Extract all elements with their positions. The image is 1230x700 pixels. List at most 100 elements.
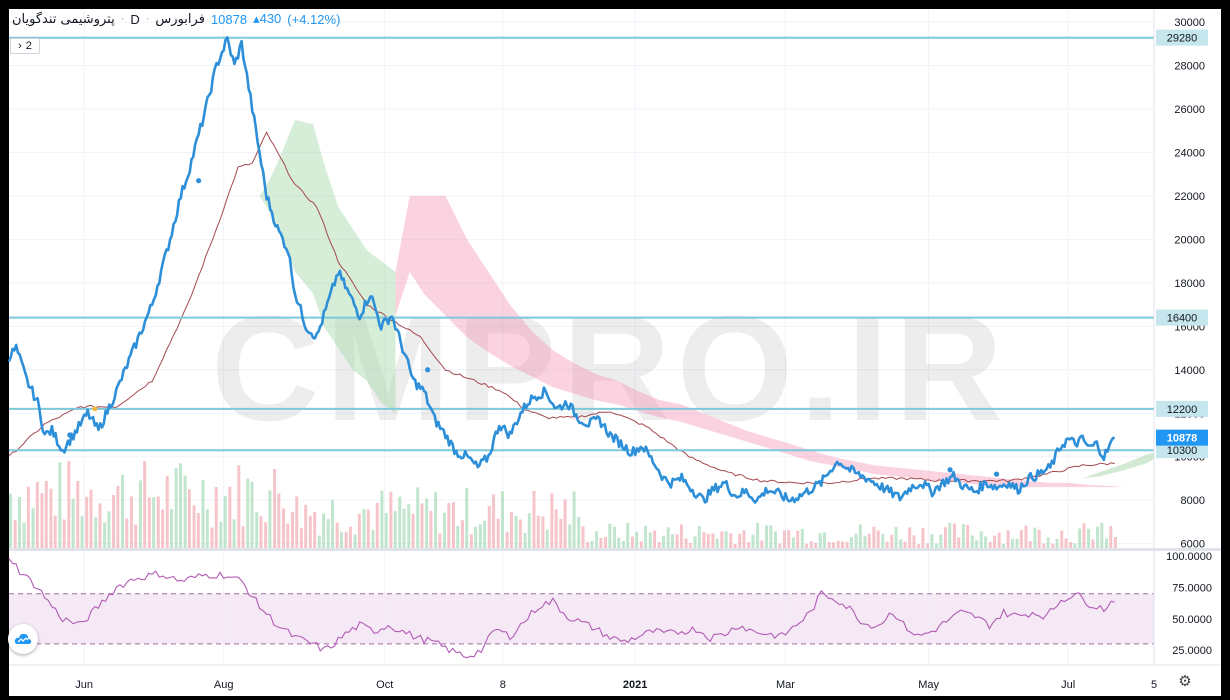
- volume-bar: [322, 513, 326, 548]
- volume-bar: [966, 524, 970, 548]
- volume-bar: [952, 523, 956, 548]
- volume-bar: [362, 509, 366, 548]
- volume-bar: [979, 531, 983, 548]
- volume-bar: [371, 529, 375, 548]
- volume-bar: [107, 511, 111, 548]
- volume-bar: [393, 511, 397, 548]
- volume-bar: [143, 461, 147, 548]
- volume-bar: [469, 534, 473, 548]
- volume-bar: [1091, 539, 1095, 548]
- indicator-count: 2: [25, 40, 32, 52]
- volume-bar: [809, 541, 813, 548]
- volume-bar: [402, 508, 406, 548]
- volume-bar: [684, 538, 688, 548]
- volume-bar: [71, 498, 75, 548]
- volume-bar: [447, 503, 451, 548]
- volume-bar: [1087, 528, 1091, 548]
- volume-bar: [161, 509, 165, 548]
- volume-bar: [380, 490, 384, 548]
- volume-bar: [434, 491, 438, 548]
- volume-bar: [720, 531, 724, 548]
- last-price-box: [1156, 429, 1208, 446]
- price-axis: 6000800010000120001400016000180002000022…: [1156, 17, 1208, 551]
- volume-bar: [1024, 525, 1028, 548]
- rsi-tick-label: 75.0000: [1172, 582, 1212, 594]
- volume-bar: [599, 537, 603, 548]
- signal-dot: [67, 432, 73, 438]
- price-tick-label: 8000: [1181, 495, 1205, 507]
- volume-bar: [550, 493, 554, 548]
- level-label-box: [1156, 29, 1208, 46]
- volume-bar: [112, 495, 116, 548]
- volume-bar: [282, 508, 286, 548]
- volume-bar: [867, 533, 871, 548]
- volume-bar: [836, 540, 840, 548]
- gear-icon[interactable]: ⚙: [1178, 673, 1192, 690]
- volume-bar: [527, 513, 531, 548]
- time-tick-label: Jun: [75, 679, 93, 691]
- volume-bar: [116, 485, 120, 548]
- price-change-pct: (+4.12%): [287, 11, 341, 27]
- volume-bar: [693, 536, 697, 548]
- indicators-toggle-button[interactable]: › 2: [10, 38, 40, 54]
- volume-bar: [152, 497, 156, 548]
- volume-bar: [559, 518, 563, 548]
- volume-bar: [1078, 528, 1082, 548]
- volume-bar: [840, 541, 844, 548]
- volume-bar: [648, 532, 652, 548]
- volume-bar: [290, 511, 294, 548]
- volume-bar: [1113, 537, 1117, 548]
- volume-bar: [970, 535, 974, 548]
- volume-bar: [756, 522, 760, 548]
- drawings-cloud-button[interactable]: [8, 624, 38, 654]
- watermark: CMPRO.IR: [211, 284, 1009, 452]
- volume-bar: [854, 533, 858, 548]
- volume-bar: [715, 538, 719, 548]
- volume-bar: [505, 531, 509, 548]
- volume-bar: [273, 468, 277, 548]
- volume-bar: [170, 509, 174, 548]
- volume-bar: [863, 536, 867, 548]
- volume-bar: [49, 488, 53, 548]
- volume-bar: [572, 491, 576, 548]
- volume-bar: [657, 542, 661, 548]
- level-label-box: [1156, 309, 1208, 326]
- chevron-right-icon: ›: [18, 40, 22, 52]
- volume-bar: [697, 526, 701, 548]
- rsi-tick-label: 100.0000: [1166, 551, 1212, 563]
- volume-bar: [1096, 526, 1100, 548]
- volume-bar: [299, 527, 303, 548]
- volume-bar: [679, 524, 683, 548]
- time-tick-label: 8: [500, 679, 506, 691]
- volume-bar: [827, 542, 831, 548]
- volume-bar: [241, 526, 245, 548]
- volume-bar: [165, 475, 169, 548]
- volume-bar: [818, 533, 822, 548]
- volume-bar: [98, 503, 102, 548]
- interval-label[interactable]: D: [130, 11, 140, 27]
- volume-bar: [894, 526, 898, 548]
- volume-bar: [675, 534, 679, 548]
- volume-bar: [518, 519, 522, 548]
- volume-bar: [831, 542, 835, 548]
- volume-bar: [702, 532, 706, 548]
- volume-bar: [478, 524, 482, 548]
- volume-bar: [1051, 543, 1055, 548]
- volume-bar: [670, 534, 674, 548]
- rsi-axis: 100.0000 75.0000 50.0000 25.0000: [1166, 551, 1212, 657]
- volume-bar: [308, 515, 312, 548]
- level-label-box: [1156, 400, 1208, 417]
- volume-bar: [31, 508, 35, 548]
- rsi-tick-label: 25.0000: [1172, 645, 1212, 657]
- time-tick-label: Oct: [376, 679, 393, 691]
- volume-bar: [1104, 538, 1108, 548]
- volume-bar: [903, 541, 907, 548]
- volume-bar: [935, 543, 939, 548]
- volume-bar: [219, 521, 223, 548]
- volume-bar: [921, 528, 925, 548]
- volume-bar: [563, 499, 567, 548]
- kijun-line: [8, 131, 1115, 485]
- volume-bar: [742, 530, 746, 548]
